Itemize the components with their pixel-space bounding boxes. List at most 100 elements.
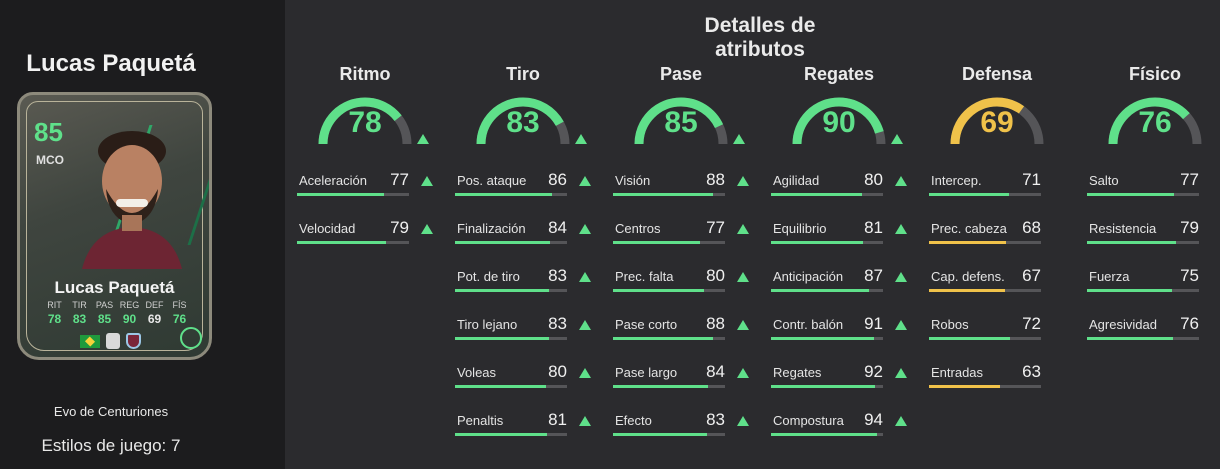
attribute-row[interactable]: Fuerza 75 <box>1087 266 1220 309</box>
attribute-value: 80 <box>706 266 725 285</box>
attribute-row[interactable]: Agresividad 76 <box>1087 314 1220 357</box>
attribute-row[interactable]: Pase corto 88 <box>613 314 749 357</box>
category-gauge: 78 <box>315 94 415 148</box>
attribute-bar-fill <box>455 241 551 244</box>
attribute-row[interactable]: Intercep. 71 <box>929 170 1065 213</box>
attribute-name: Efecto <box>615 413 652 428</box>
attribute-row[interactable]: Centros 77 <box>613 218 749 261</box>
attribute-bar <box>455 241 567 244</box>
attribute-bar-fill <box>929 289 1005 292</box>
player-card[interactable]: 85 MCO Lucas Paquetá RIT 78 TIR 83 PAS 85 REG 9… <box>17 92 212 360</box>
attribute-row[interactable]: Contr. balón 91 <box>771 314 907 357</box>
category-name: Tiro <box>506 64 540 84</box>
card-stat-rit: RIT 78 <box>42 300 67 326</box>
category-name: Físico <box>1128 64 1181 84</box>
upgrade-arrow-icon <box>737 416 749 426</box>
card-position: MCO <box>36 153 64 167</box>
attribute-name: Finalización <box>457 221 526 236</box>
category-name: Regates <box>803 64 875 84</box>
attribute-row[interactable]: Aceleración 77 <box>297 170 433 213</box>
attribute-bar <box>929 337 1041 340</box>
card-mini-stats: RIT 78 TIR 83 PAS 85 REG 90 DEF 69 FÍS 76 <box>42 300 192 326</box>
attribute-row[interactable]: Salto 77 <box>1087 170 1220 213</box>
attribute-row[interactable]: Prec. falta 80 <box>613 266 749 309</box>
attribute-bar-fill <box>297 193 385 196</box>
attribute-bar <box>613 193 725 196</box>
attribute-row[interactable]: Cap. defens. 67 <box>929 266 1065 309</box>
attribute-name: Cap. defens. <box>931 269 1005 284</box>
card-rating: 85 <box>34 117 63 147</box>
upgrade-arrow-icon <box>891 134 903 144</box>
attribute-value: 83 <box>548 314 567 333</box>
attribute-row[interactable]: Robos 72 <box>929 314 1065 357</box>
attribute-row[interactable]: Entradas 63 <box>929 362 1065 405</box>
attribute-row[interactable]: Voleas 80 <box>455 362 591 405</box>
card-player-name: Lucas Paquetá <box>54 278 175 297</box>
attribute-row[interactable]: Prec. cabeza 68 <box>929 218 1065 261</box>
attribute-row[interactable]: Anticipación 87 <box>771 266 907 309</box>
attribute-name: Compostura <box>773 413 844 428</box>
attribute-row[interactable]: Finalización 84 <box>455 218 591 261</box>
attribute-bar <box>613 433 725 436</box>
attribute-value: 92 <box>864 362 883 381</box>
attribute-name: Fuerza <box>1089 269 1130 284</box>
league-icon <box>106 333 120 349</box>
attribute-value: 77 <box>390 170 409 189</box>
attribute-row[interactable]: Pase largo 84 <box>613 362 749 405</box>
attribute-bar-fill <box>455 385 546 388</box>
attribute-name: Pos. ataque <box>457 173 527 188</box>
attribute-row[interactable]: Visión 88 <box>613 170 749 213</box>
attribute-bar-fill <box>771 241 863 244</box>
attribute-row[interactable]: Efecto 83 <box>613 410 749 453</box>
brazil-flag-icon <box>80 334 100 348</box>
attribute-bar <box>455 433 567 436</box>
attribute-bar-fill <box>613 433 707 436</box>
playstyles-count[interactable]: Estilos de juego: 7 <box>41 436 181 455</box>
attribute-row[interactable]: Compostura 94 <box>771 410 907 453</box>
attribute-bar <box>771 289 883 292</box>
column-3: Regates 90 Agilidad 80 Equilibrio 81 Anticipac… <box>771 64 907 436</box>
attribute-row[interactable]: Agilidad 80 <box>771 170 907 213</box>
attribute-row[interactable]: Resistencia 79 <box>1087 218 1220 261</box>
attribute-name: Pase largo <box>615 365 678 380</box>
card-stat-value: 78 <box>47 312 62 326</box>
gauge-fill <box>476 97 570 145</box>
attribute-value: 94 <box>864 410 883 429</box>
attribute-value: 68 <box>1022 218 1041 237</box>
category-name: Ritmo <box>339 64 391 84</box>
attribute-bar-fill <box>1087 193 1175 196</box>
attribute-row[interactable]: Penaltis 81 <box>455 410 591 453</box>
attribute-value: 77 <box>706 218 725 237</box>
attribute-value: 88 <box>706 170 725 189</box>
attribute-bar-fill <box>771 385 876 388</box>
attribute-name: Tiro lejano <box>457 317 518 332</box>
attribute-name: Penaltis <box>457 413 504 428</box>
upgrade-arrow-icon <box>579 320 591 330</box>
attribute-bar-fill <box>613 385 709 388</box>
attribute-value: 81 <box>864 218 883 237</box>
upgrade-arrow-icon <box>737 320 749 330</box>
card-frame <box>26 101 203 351</box>
attribute-row[interactable]: Pot. de tiro 83 <box>455 266 591 309</box>
attribute-bar <box>455 337 567 340</box>
attribute-bar <box>1087 337 1199 340</box>
attribute-row[interactable]: Regates 92 <box>771 362 907 405</box>
attribute-name: Contr. balón <box>773 317 844 332</box>
attribute-row[interactable]: Equilibrio 81 <box>771 218 907 261</box>
column-1: Tiro 83 Pos. ataque 86 Finalización 84 Pot. de… <box>455 64 591 436</box>
category-gauge: 90 <box>789 94 889 148</box>
attribute-row[interactable]: Velocidad 79 <box>297 218 433 261</box>
attribute-bar <box>455 289 567 292</box>
card-badges <box>80 333 141 349</box>
attribute-bar <box>1087 289 1199 292</box>
card-stat-pas: PAS 85 <box>92 300 117 326</box>
attribute-bar <box>613 337 725 340</box>
gauge-fill <box>318 97 412 145</box>
attribute-bar-fill <box>929 385 1001 388</box>
upgrade-arrow-icon <box>895 368 907 378</box>
attribute-row[interactable]: Tiro lejano 83 <box>455 314 591 357</box>
attribute-bar-fill <box>613 289 704 292</box>
attribute-value: 79 <box>390 218 409 237</box>
attribute-bar <box>455 193 567 196</box>
attribute-row[interactable]: Pos. ataque 86 <box>455 170 591 213</box>
